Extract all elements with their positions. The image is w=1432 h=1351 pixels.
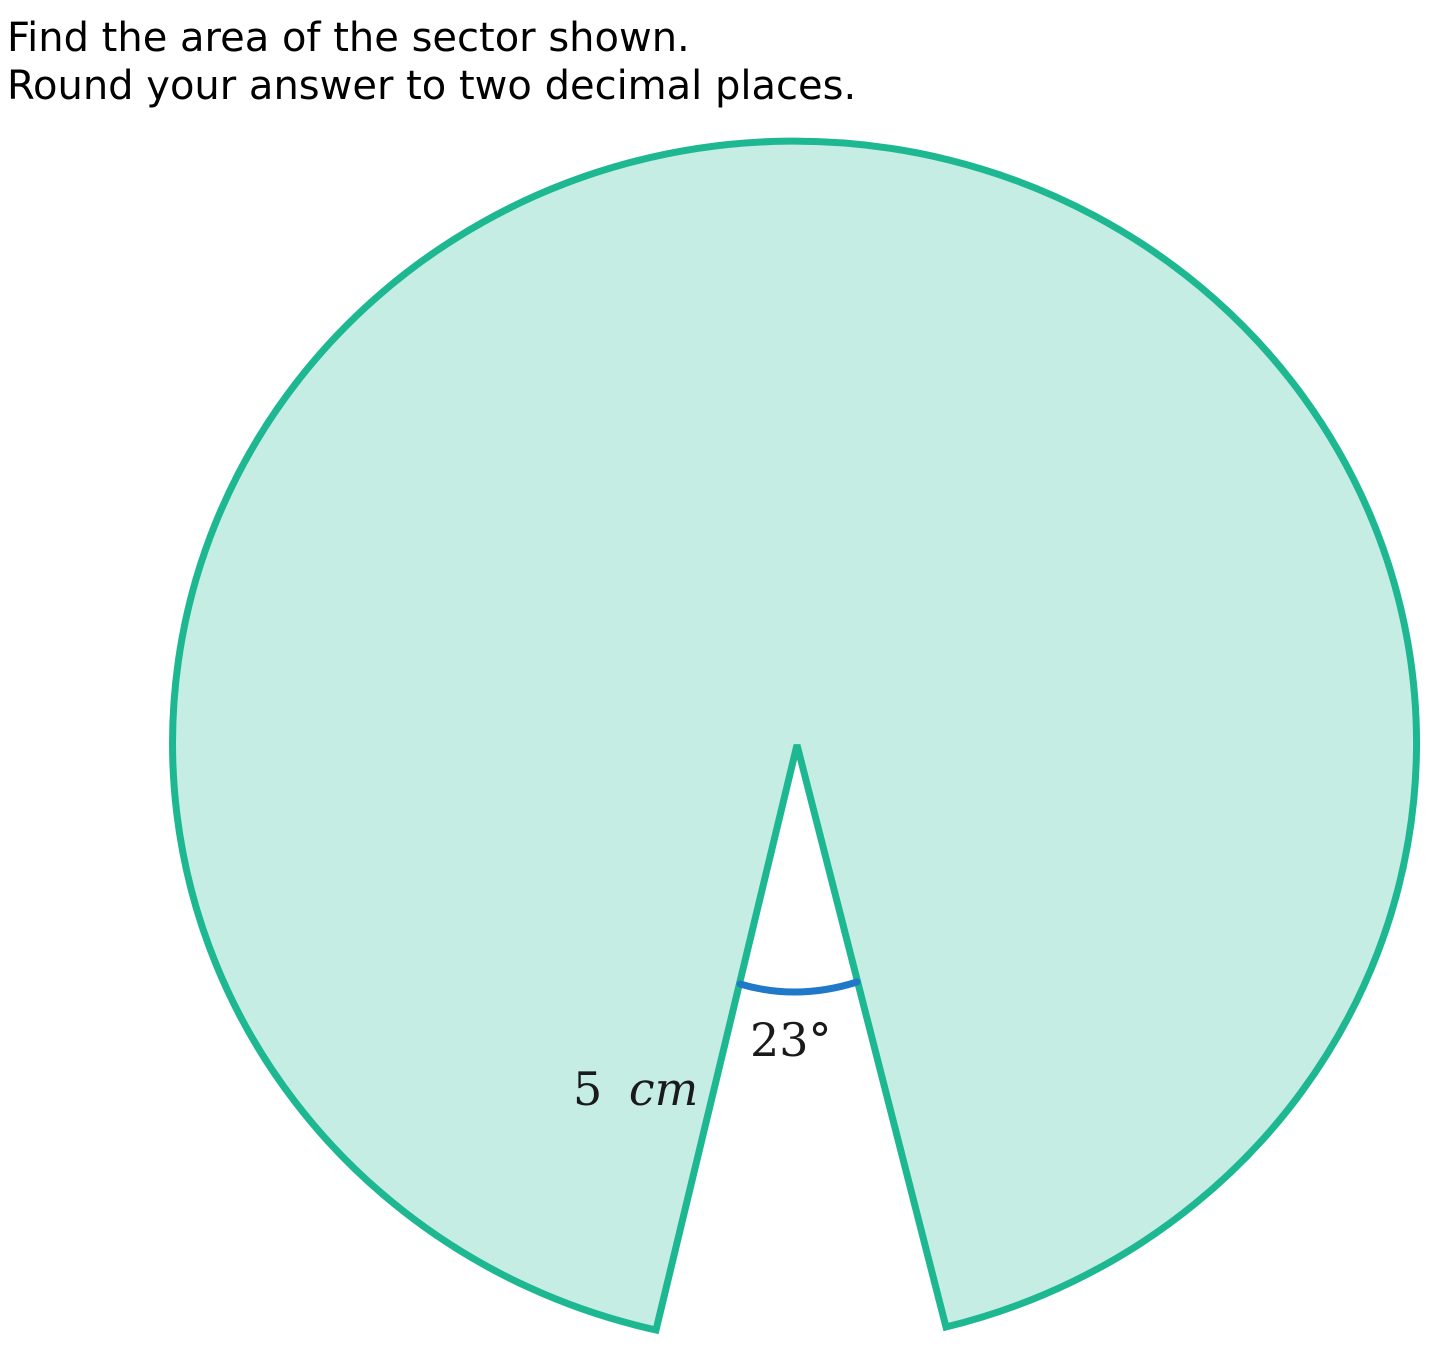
question-text: Find the area of the sector shown. Round… <box>7 14 856 110</box>
angle-arc <box>736 978 861 996</box>
radius-value: 5 <box>573 1062 602 1116</box>
angle-label: 23° <box>750 1013 832 1067</box>
radius-unit: cm <box>629 1062 698 1116</box>
radius-label: 5 cm <box>573 1062 698 1116</box>
question-line-1: Find the area of the sector shown. <box>7 15 690 61</box>
sector-shape <box>169 137 1420 1335</box>
question-line-2: Round your answer to two decimal places. <box>7 63 857 109</box>
